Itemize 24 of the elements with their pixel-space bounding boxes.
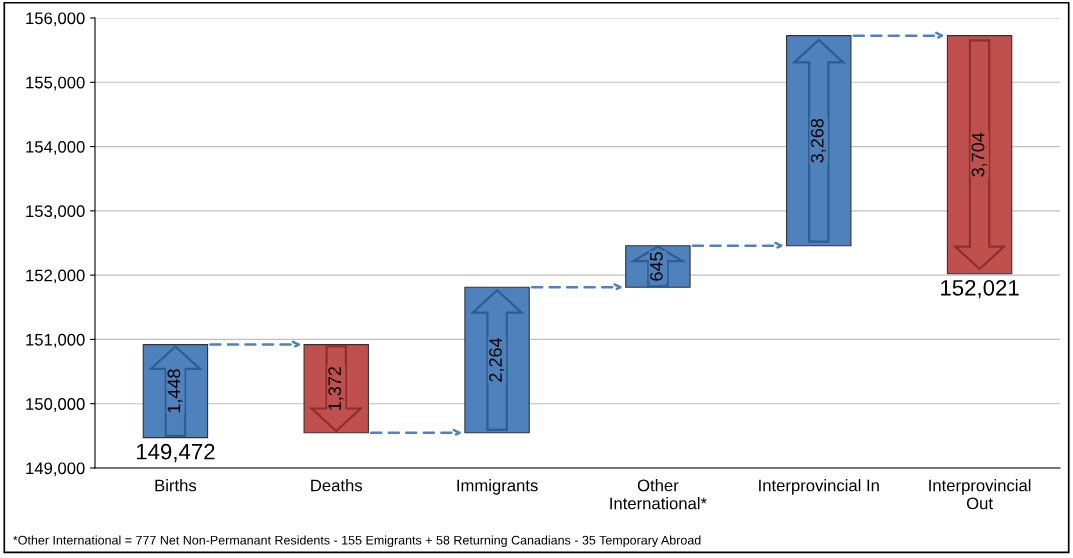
data-label: 3,704: [971, 132, 987, 177]
y-tick-label: 151,000: [26, 333, 85, 348]
x-tick-label: Other International*: [610, 479, 707, 510]
x-tick-label: Interprovincial Out: [929, 479, 1031, 510]
y-tick-label: 153,000: [26, 205, 85, 220]
x-tick-label: Immigrants: [457, 479, 538, 495]
annotation: 149,472: [136, 443, 215, 463]
data-label: 1,372: [328, 366, 344, 410]
data-label: 2,264: [489, 337, 505, 382]
y-tick-label: 156,000: [26, 12, 85, 27]
x-tick-label: Births: [155, 479, 197, 492]
text: *Other International = 777 Net Non-Permanant Residents - 155 Emigrants + 58 Returning Canadians - 35 Temporary Abroad: [13, 535, 701, 548]
x-tick-label: Interprovincial In: [759, 479, 879, 495]
data-label: 1,448: [167, 369, 183, 413]
y-tick-label: 154,000: [26, 140, 85, 155]
data-label: 645: [649, 252, 663, 281]
y-tick-label: 155,000: [26, 76, 85, 91]
x-tick-label: Deaths: [311, 479, 363, 492]
y-tick-label: 152,000: [26, 269, 85, 284]
annotation: 152,021: [941, 279, 1019, 299]
bar: [946, 35, 1013, 275]
y-tick-label: 149,000: [26, 462, 85, 477]
data-label: 3,268: [810, 118, 826, 163]
y-tick-label: 150,000: [26, 398, 85, 412]
